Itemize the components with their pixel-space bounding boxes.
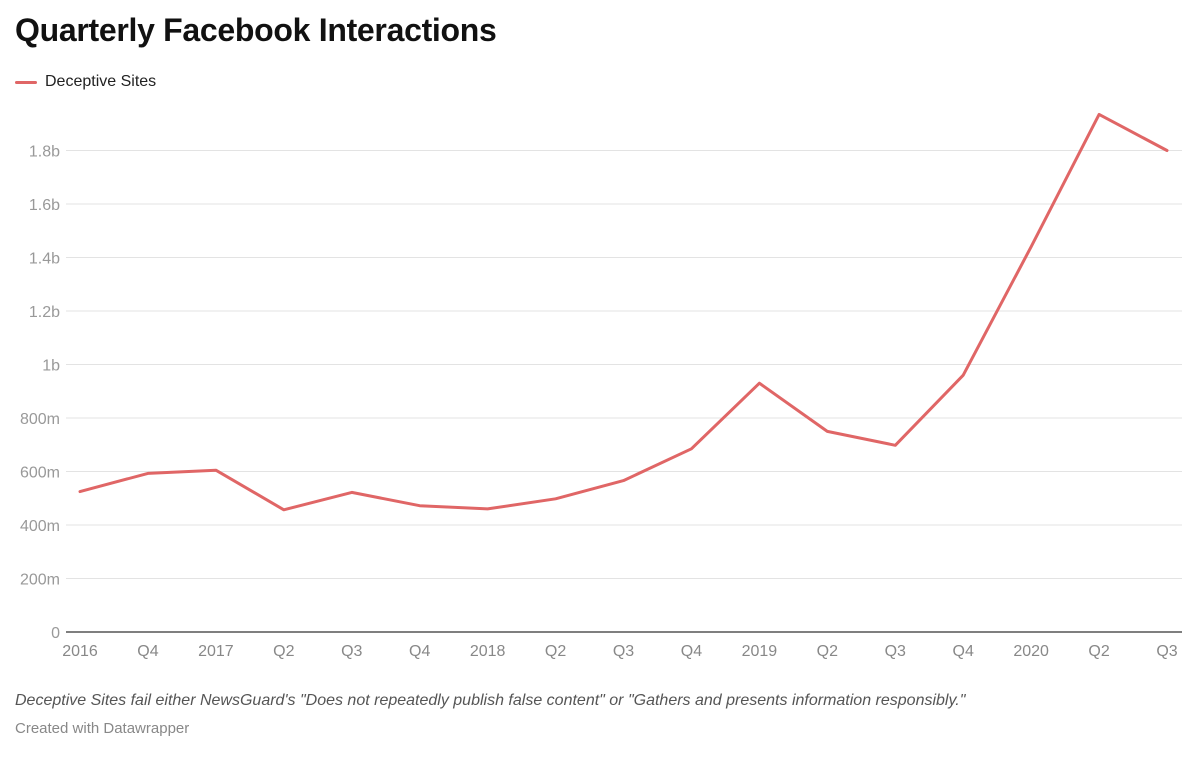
y-tick-label: 1.2b — [29, 304, 60, 321]
x-tick-label: Q3 — [1156, 643, 1177, 660]
x-tick-label: Q4 — [409, 643, 430, 660]
x-tick-label: Q2 — [1088, 643, 1109, 660]
y-tick-label: 1.4b — [29, 251, 60, 268]
legend: Deceptive Sites — [15, 72, 156, 92]
x-tick-label: Q3 — [341, 643, 362, 660]
y-tick-label: 200m — [20, 572, 60, 589]
chart-notes: Deceptive Sites fail either NewsGuard's … — [15, 692, 966, 709]
y-axis: 0 200m 400m 600m 800m 1b 1.2b 1.4b 1.6b 1.8b — [20, 144, 60, 643]
y-tick-label: 400m — [20, 518, 60, 535]
x-tick-label: 2017 — [198, 643, 234, 660]
series-layer — [78, 112, 1169, 512]
chart-credit: Created with Datawrapper — [15, 720, 190, 737]
x-axis: 2016 Q4 2017 Q2 Q3 Q4 2018 Q2 Q3 Q4 2019 Q2 Q3 Q4 2020… — [62, 631, 1182, 660]
y-tick-label: 600m — [20, 465, 60, 482]
legend-swatch — [15, 80, 37, 84]
y-tick-label: 0 — [51, 625, 60, 642]
x-tick-label: 2019 — [742, 643, 778, 660]
y-tick-label: 1.8b — [29, 144, 60, 161]
series-line-deceptive-sites — [78, 112, 1169, 512]
legend-label: Deceptive Sites — [45, 73, 157, 90]
y-tick-label: 1b — [42, 358, 60, 375]
grid-lines — [66, 150, 1182, 579]
x-tick-label: Q2 — [273, 643, 294, 660]
x-tick-label: Q4 — [137, 643, 158, 660]
x-tick-label: Q4 — [953, 643, 974, 660]
x-tick-label: 2020 — [1013, 643, 1049, 660]
x-tick-label: Q2 — [545, 643, 566, 660]
x-tick-label: Q4 — [681, 643, 702, 660]
chart-title: Quarterly Facebook Interactions — [15, 12, 497, 48]
x-tick-label: 2018 — [470, 643, 506, 660]
x-tick-label: Q3 — [613, 643, 634, 660]
y-tick-label: 1.6b — [29, 197, 60, 214]
x-tick-label: Q2 — [817, 643, 838, 660]
x-tick-label: Q3 — [885, 643, 906, 660]
y-tick-label: 800m — [20, 411, 60, 428]
x-tick-label: 2016 — [62, 643, 98, 660]
